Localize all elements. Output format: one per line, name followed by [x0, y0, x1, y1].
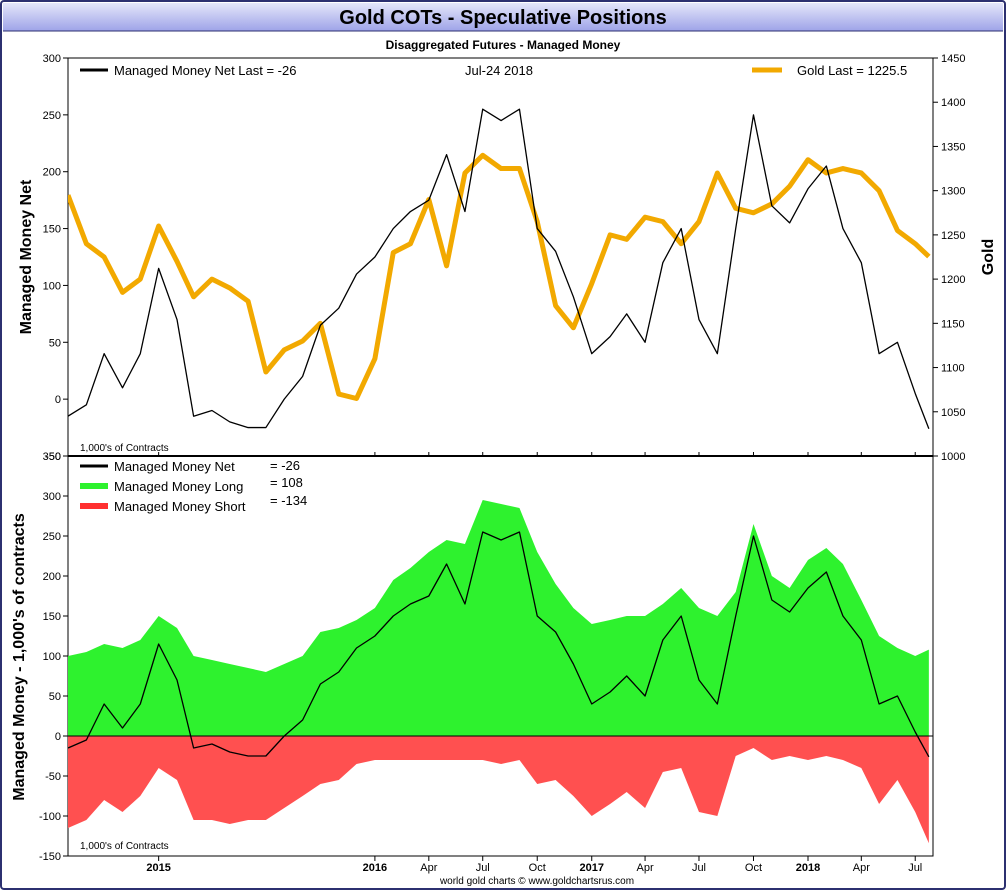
top-y-tick-label: 150: [43, 224, 61, 236]
top-y-tick-label: 200: [43, 167, 61, 179]
top-y-tick-label: 100: [43, 280, 61, 292]
top-y-tick-label: 250: [43, 110, 61, 122]
managed-money-short-area: [68, 736, 929, 844]
top-y-tick-label: 0: [55, 394, 61, 406]
x-tick-label: Apr: [420, 862, 437, 874]
top-plot-area: [67, 57, 934, 457]
bottom-series-layer: [68, 500, 933, 844]
top-units-note: 1,000's of Contracts: [80, 443, 169, 454]
legend-bottom-net-value: = -26: [270, 458, 300, 473]
legend-bottom-net-label: Managed Money Net: [114, 459, 235, 474]
x-tick-label: 2015: [146, 862, 170, 874]
x-tick-label: 2016: [363, 862, 387, 874]
x-tick-label: 2018: [796, 862, 820, 874]
top-y-tick-label: 300: [43, 53, 61, 65]
x-tick-label: Jul: [908, 862, 922, 874]
x-tick-label: Jul: [476, 862, 490, 874]
bottom-y-tick-label: 100: [43, 651, 61, 663]
x-tick-label: Apr: [636, 862, 653, 874]
x-tick-label: Jul: [692, 862, 706, 874]
gold-price-line: [68, 152, 931, 402]
top-y-tick-label: 50: [49, 337, 61, 349]
bottom-y-tick-label: 300: [43, 491, 61, 503]
top-y-axis-title: Managed Money Net: [18, 179, 35, 334]
top-right-axis: 1000 1050 1100 1150 1200 1250 1300 1350 1400 1450: [933, 53, 965, 463]
x-tick-label: Oct: [529, 862, 546, 874]
x-axis: 2015 2016 Apr Jul Oct 2017 Apr Jul Oct 2018 Apr Jul: [146, 452, 922, 874]
chart-title: Gold COTs - Speculative Positions: [339, 7, 666, 29]
bottom-units-note: 1,000's of Contracts: [80, 841, 169, 852]
x-tick-label: Apr: [853, 862, 870, 874]
bottom-y-tick-label: 0: [55, 731, 61, 743]
bottom-y-tick-label: -100: [39, 811, 61, 823]
managed-money-net-line: [68, 108, 930, 429]
top-series-layer: [68, 108, 931, 429]
top-y2-tick-label: 1350: [941, 141, 965, 153]
top-y2-tick-label: 1450: [941, 53, 965, 65]
bottom-y-tick-label: 50: [49, 691, 61, 703]
legend-gold-label: Gold Last = 1225.5: [797, 63, 907, 78]
x-tick-label: 2017: [579, 862, 603, 874]
bottom-y-tick-label: 200: [43, 571, 61, 583]
top-y2-tick-label: 1000: [941, 451, 965, 463]
top-y2-axis-title: Gold: [980, 239, 997, 275]
top-y2-tick-label: 1050: [941, 407, 965, 419]
chart-subtitle: Disaggregated Futures - Managed Money: [386, 38, 621, 52]
managed-money-long-area: [68, 500, 929, 736]
bottom-y-tick-label: -150: [39, 851, 61, 863]
bottom-left-axis: -150 -100 -50 0 50 100 150 200 250 300 350: [39, 451, 68, 863]
bottom-y-tick-label: -50: [45, 771, 61, 783]
bottom-net-line: [68, 531, 930, 758]
top-y-tick-label: -50: [45, 451, 61, 463]
top-y2-tick-label: 1300: [941, 186, 965, 198]
legend-long-value: = 108: [270, 475, 303, 490]
legend-long-label: Managed Money Long: [114, 479, 243, 494]
top-y2-tick-label: 1100: [941, 363, 965, 375]
legend-net-label: Managed Money Net Last = -26: [114, 63, 296, 78]
legend-short-value: = -134: [270, 493, 307, 508]
title-bar: [3, 3, 1003, 31]
top-y2-tick-label: 1250: [941, 230, 965, 242]
date-label: Jul-24 2018: [465, 63, 533, 78]
footer-credit: world gold charts © www.goldchartsrus.co…: [439, 876, 634, 887]
bottom-y-axis-title: Managed Money - 1,000's of contracts: [11, 513, 28, 801]
bottom-y-tick-label: 350: [43, 451, 61, 463]
bottom-y-tick-label: 250: [43, 531, 61, 543]
legend-short-label: Managed Money Short: [114, 499, 246, 514]
top-y2-tick-label: 1200: [941, 274, 965, 286]
top-y2-tick-label: 1150: [941, 318, 965, 330]
bottom-y-tick-label: 150: [43, 611, 61, 623]
x-tick-label: Oct: [745, 862, 762, 874]
top-y2-tick-label: 1400: [941, 97, 965, 109]
